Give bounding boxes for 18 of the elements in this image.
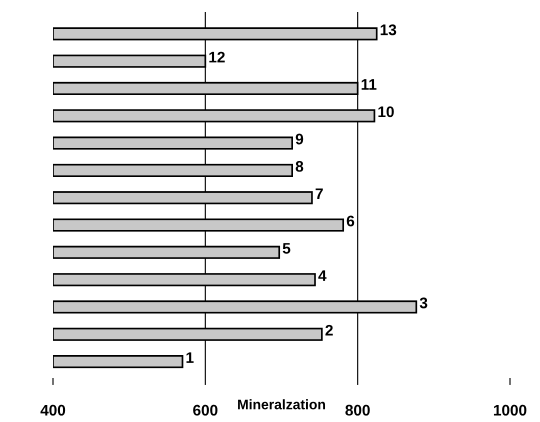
x-tick-label: 400 xyxy=(40,404,66,416)
y-tick-label: 4 xyxy=(318,270,326,281)
y-tick-label: 12 xyxy=(209,52,225,62)
y-tick-label: 1 xyxy=(186,352,194,363)
y-tick-label: 3 xyxy=(420,298,428,308)
x-tick-label: 800 xyxy=(345,404,370,416)
y-tick-label: 8 xyxy=(296,160,304,172)
x-axis-title: Mineralzation xyxy=(238,399,326,410)
y-tick-label: 2 xyxy=(325,324,333,336)
x-tick-label: 1000 xyxy=(494,404,526,416)
x-tick-label: 600 xyxy=(193,404,218,416)
y-tick-label: 9 xyxy=(296,134,304,144)
y-tick-label: 5 xyxy=(282,243,290,254)
y-tick-label: 7 xyxy=(316,188,323,199)
y-tick-label: 13 xyxy=(380,24,396,36)
y-tick-label: 6 xyxy=(346,216,354,226)
y-tick-label: 10 xyxy=(378,106,394,118)
y-tick-label: 11 xyxy=(362,79,376,90)
